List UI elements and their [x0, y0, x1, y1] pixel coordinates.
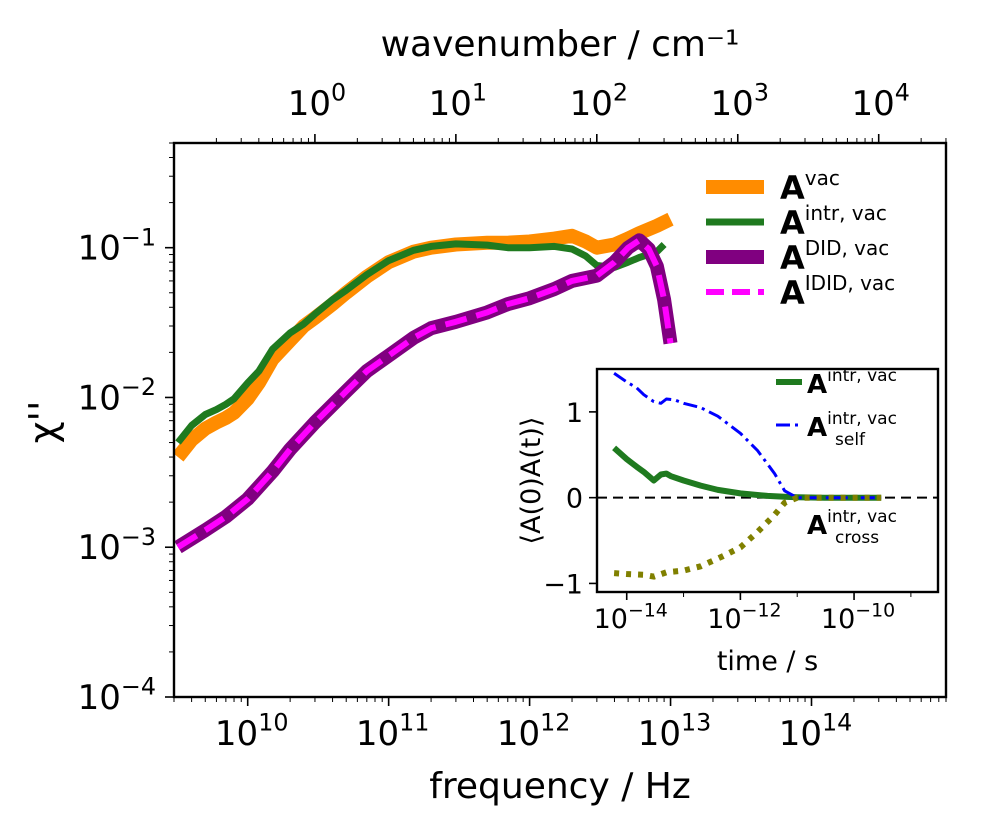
legend-label: Aintr, vac — [780, 201, 887, 242]
legend-label: ADID, vac — [780, 236, 889, 277]
inset-xlabel: time / s — [717, 646, 818, 677]
inset-legend-subscript: self — [835, 430, 866, 450]
inset-background — [595, 367, 940, 594]
top-tick-label: 104 — [852, 79, 910, 124]
main-series-4-line — [176, 237, 674, 550]
inset-y-tick-label: 0 — [566, 484, 583, 515]
x-tick-label: 1011 — [356, 709, 430, 754]
inset-series-3-line — [613, 494, 882, 580]
x-tick-label: 1013 — [638, 709, 712, 754]
inset-legend-label: Aintr, vac — [807, 409, 897, 443]
inset-y-tick-label: 1 — [566, 398, 583, 429]
inset-ylabel: ⟨A(0)A(t)⟩ — [516, 417, 547, 545]
inset-x-tick-label: 10−10 — [821, 600, 895, 635]
inset-frame — [595, 367, 940, 594]
inset-legend-label: Aintr, vac — [807, 366, 897, 400]
y-tick-label: 10−3 — [78, 523, 156, 568]
bottom-xlabel: frequency / Hz — [429, 766, 691, 807]
main-series-group — [174, 212, 678, 554]
top-tick-label: 102 — [570, 79, 628, 124]
main-series-2-line — [175, 240, 667, 445]
inset-y-tick-label: −1 — [543, 569, 583, 600]
inset-chart: 10−14 10−12 10−10 1 0 −1 time / s ⟨A(0)A(t)⟩ Ain… — [516, 366, 940, 677]
top-tick-label: 100 — [288, 79, 346, 124]
inset-series-2-line — [613, 372, 882, 500]
x-tick-label: 1012 — [497, 709, 571, 754]
main-ylabel: χ'' — [21, 401, 65, 444]
y-tick-label: 10−4 — [78, 673, 156, 718]
inset-legend-subscript: cross — [835, 528, 879, 548]
x-tick-label: 1010 — [215, 709, 289, 754]
top-tick-label: 101 — [429, 79, 487, 124]
top-xlabel: wavenumber / cm⁻¹ — [381, 24, 740, 65]
top-tick-label: 103 — [711, 79, 769, 124]
x-tick-label: 1014 — [779, 709, 853, 754]
legend-label: Avac — [780, 166, 840, 207]
main-plot-frame — [172, 141, 948, 699]
y-tick-label: 10−1 — [78, 223, 156, 268]
inset-legend-label: Aintr, vac — [807, 507, 897, 541]
inset-x-tick-label: 10−12 — [707, 600, 781, 635]
legend-label: AIDID, vac — [780, 271, 895, 312]
inset-x-tick-label: 10−14 — [594, 600, 668, 635]
y-tick-label: 10−2 — [78, 373, 156, 418]
